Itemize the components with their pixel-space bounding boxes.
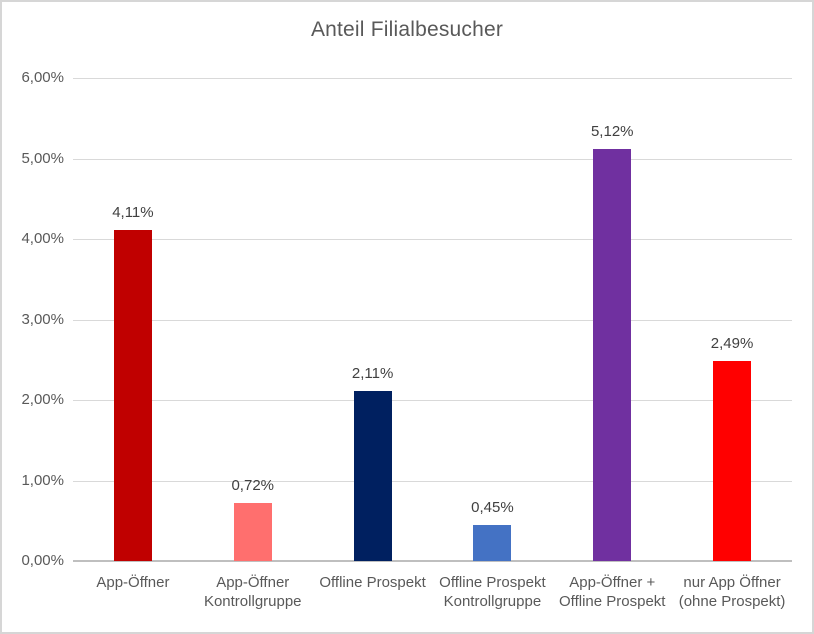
y-axis-tick-label: 1,00% xyxy=(21,471,64,489)
bar-value-label: 2,11% xyxy=(351,365,394,383)
y-axis-tick-label: 3,00% xyxy=(21,310,64,328)
gridline xyxy=(73,319,792,321)
bar xyxy=(473,524,512,561)
x-axis-line xyxy=(73,560,792,562)
gridline xyxy=(73,158,792,160)
gridline xyxy=(73,400,792,401)
y-axis-tick-label: 0,00% xyxy=(21,552,64,569)
bar xyxy=(593,148,632,561)
bar-value-label: 4,11% xyxy=(112,204,154,222)
bar xyxy=(233,503,272,561)
bar-value-label: 0,45% xyxy=(471,498,514,516)
chart-title: Anteil Filialbesucher xyxy=(310,18,504,41)
bar xyxy=(353,391,392,561)
y-axis-tick-label: 4,00% xyxy=(21,230,64,247)
x-axis-category-label: nur App Öffner (ohne Prospekt) xyxy=(678,574,786,610)
y-axis-tick-label: 5,00% xyxy=(21,149,64,167)
x-axis-category-label: App-Öffner xyxy=(96,574,170,591)
gridline xyxy=(73,480,792,482)
gridline xyxy=(73,78,792,79)
bar xyxy=(713,360,752,561)
gridline xyxy=(73,239,792,240)
x-axis-category-label: App-Öffner + Offline Prospekt xyxy=(559,574,666,610)
x-axis-category-label: Offline Prospekt xyxy=(319,574,426,591)
bar-value-label: 2,49% xyxy=(710,334,754,352)
x-axis-category-label: App-Öffner Kontrollgruppe xyxy=(203,574,302,610)
y-axis-tick-label: 2,00% xyxy=(21,391,64,408)
x-axis-category-label: Offline Prospekt Kontrollgruppe xyxy=(439,574,546,610)
bar-value-label: 0,72% xyxy=(231,477,275,495)
bar xyxy=(113,230,152,561)
y-axis-tick-label: 6,00% xyxy=(21,69,64,86)
bar-value-label: 5,12% xyxy=(590,122,634,140)
